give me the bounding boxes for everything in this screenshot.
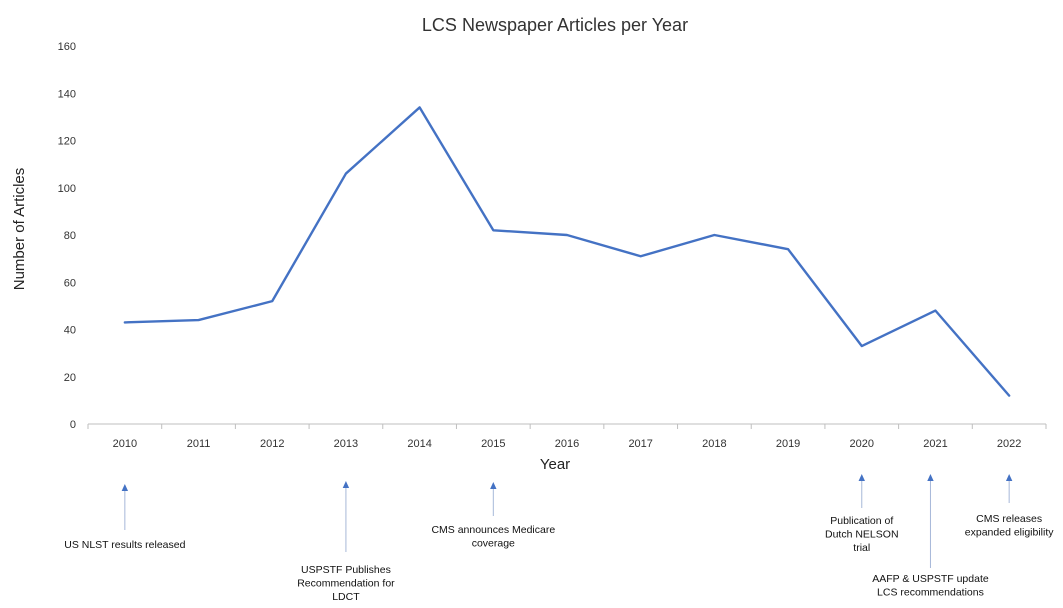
data-point: [122, 320, 127, 325]
y-tick-label: 100: [58, 183, 76, 195]
annotation-text: US NLST results released: [64, 539, 185, 551]
annotation-text: USPSTF Publishes Recommendation for LDCT: [297, 564, 395, 603]
annotation-arrow-head: [1005, 474, 1013, 481]
x-tick-label: 2022: [997, 438, 1021, 450]
y-tick-label: 20: [64, 372, 76, 384]
annotation-text-line: expanded eligibility: [965, 527, 1054, 539]
annotation-text-line: US NLST results released: [64, 539, 185, 551]
x-tick-label: 2010: [113, 438, 137, 450]
annotation-arrow-head: [121, 484, 129, 491]
annotation-2022: CMS releases expanded eligibility: [965, 474, 1054, 539]
x-tick-label: 2019: [776, 438, 800, 450]
data-point: [343, 171, 348, 176]
annotation-text: Publication of Dutch NELSON trial: [825, 515, 899, 554]
annotation-2013: USPSTF Publishes Recommendation for LDCT: [297, 481, 395, 603]
series-points: [122, 105, 1011, 398]
annotation-text-line: USPSTF Publishes: [301, 564, 391, 576]
y-axis-title: Number of Articles: [11, 168, 28, 291]
data-point: [786, 247, 791, 252]
y-tick-label: 60: [64, 277, 76, 289]
y-tick-label: 80: [64, 230, 76, 242]
data-point: [712, 233, 717, 238]
annotation-text-line: CMS announces Medicare: [431, 524, 555, 536]
annotation-arrow-head: [858, 474, 865, 481]
x-axis-ticks: 2010 2011 2012 2013 2014 2015 2016 2017 2018 2019…: [87, 424, 1047, 450]
annotation-text: AAFP & USPSTF update LCS recommendations: [872, 573, 989, 599]
x-tick-label: 2020: [850, 438, 874, 450]
y-tick-label: 120: [58, 136, 76, 148]
annotation-text-line: LCS recommendations: [877, 587, 984, 599]
annotation-text-line: Dutch NELSON: [825, 529, 899, 541]
annotation-text-line: LDCT: [332, 591, 360, 603]
annotation-text: CMS releases expanded eligibility: [965, 513, 1054, 539]
annotation-arrow-head: [342, 481, 350, 488]
annotation-text-line: AAFP & USPSTF update: [872, 573, 989, 585]
x-tick-label: 2017: [628, 438, 652, 450]
x-tick-label: 2012: [260, 438, 284, 450]
annotation-2015: CMS announces Medicare coverage: [431, 482, 555, 550]
chart-title: LCS Newspaper Articles per Year: [422, 15, 688, 35]
y-tick-label: 160: [58, 41, 76, 53]
data-point: [933, 308, 938, 313]
annotation-2010: US NLST results released: [64, 484, 186, 551]
x-tick-label: 2013: [334, 438, 358, 450]
annotation-text: CMS announces Medicare coverage: [431, 524, 555, 550]
event-annotations: US NLST results released USPSTF Publishes…: [64, 474, 1054, 603]
x-tick-label: 2018: [702, 438, 726, 450]
annotation-arrow-head: [927, 474, 934, 481]
x-tick-label: 2021: [923, 438, 947, 450]
data-point: [270, 299, 275, 304]
data-point: [1007, 393, 1012, 398]
annotation-text-line: Publication of: [830, 515, 893, 527]
x-tick-label: 2015: [481, 438, 505, 450]
x-tick-label: 2011: [187, 438, 211, 450]
x-axis-title: Year: [540, 456, 570, 473]
annotation-arrow-head: [490, 482, 497, 489]
annotation-2021: AAFP & USPSTF update LCS recommendations: [872, 474, 989, 599]
annotation-2020: Publication of Dutch NELSON trial: [825, 474, 899, 554]
y-tick-label: 40: [64, 325, 76, 337]
x-tick-label: 2016: [555, 438, 579, 450]
data-point: [196, 318, 201, 323]
annotation-text-line: coverage: [472, 538, 515, 550]
annotation-text-line: CMS releases: [976, 513, 1042, 525]
x-tick-label: 2014: [407, 438, 431, 450]
annotation-text-line: trial: [853, 542, 870, 554]
data-point: [491, 228, 496, 233]
y-axis-ticks: 0 20 40 60 80 100 120 140 160: [58, 41, 76, 431]
annotation-text-line: Recommendation for: [297, 578, 395, 590]
data-point: [859, 344, 864, 349]
series-line: [123, 106, 1011, 397]
data-point: [638, 254, 643, 259]
data-point: [565, 233, 570, 238]
y-tick-label: 140: [58, 88, 76, 100]
y-tick-label: 0: [70, 419, 76, 431]
data-point: [417, 105, 422, 110]
